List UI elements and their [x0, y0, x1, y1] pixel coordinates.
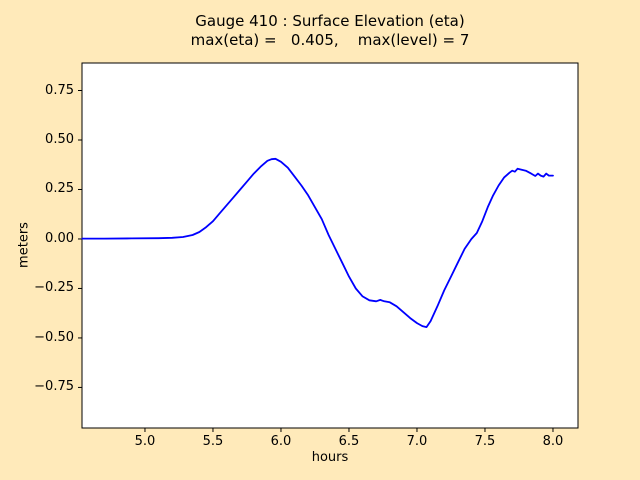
x-tick-label: 8.0 [542, 434, 564, 449]
x-tick-label: 6.5 [338, 434, 360, 449]
x-tick-label: 7.5 [474, 434, 496, 449]
x-tick-label: 6.0 [270, 434, 292, 449]
chart-subtitle: max(eta) = 0.405, max(level) = 7 [190, 31, 470, 49]
x-tick-label: 7.0 [406, 434, 428, 449]
x-tick-label: 5.0 [134, 434, 156, 449]
y-tick-label: −0.50 [34, 329, 74, 345]
y-tick-label: 0.25 [45, 181, 74, 197]
chart-title: Gauge 410 : Surface Elevation (eta) [195, 12, 465, 30]
y-tick-label: 0.50 [45, 131, 74, 147]
eta-series-line [81, 157, 554, 329]
y-tick-label: −0.75 [34, 379, 74, 395]
y-tick-label: −0.25 [34, 280, 74, 296]
y-tick-label: 0.75 [45, 82, 74, 98]
plot-area [81, 62, 579, 429]
y-tick-label: 0.00 [45, 230, 74, 246]
x-tick-label: 5.5 [202, 434, 224, 449]
x-axis-label: hours [311, 450, 349, 465]
